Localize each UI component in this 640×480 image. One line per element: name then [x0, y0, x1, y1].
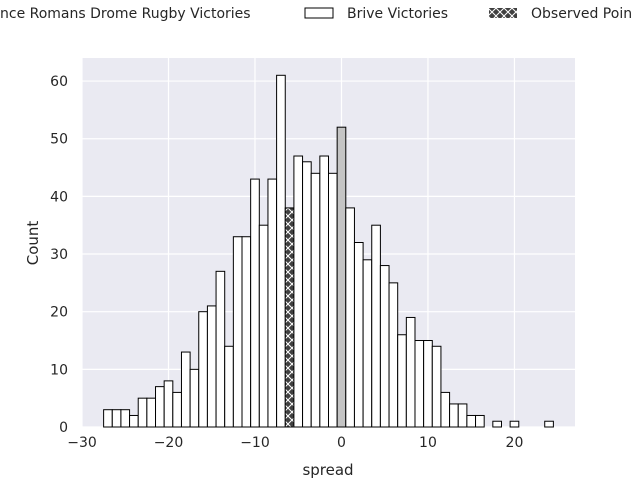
- x-tick-label: 20: [506, 435, 524, 451]
- histogram-bar: [345, 207, 355, 428]
- histogram-bar: [492, 420, 502, 428]
- histogram-bar: [250, 178, 260, 428]
- legend-swatch-brive: [304, 7, 334, 19]
- histogram-bar: [388, 282, 399, 428]
- histogram-bar: [371, 224, 381, 428]
- histogram-bar: [129, 414, 139, 428]
- y-tick-label: 20: [50, 305, 68, 321]
- y-tick-label: 0: [59, 420, 68, 436]
- histogram-bar: [509, 420, 520, 428]
- x-tick-label: 10: [419, 435, 437, 451]
- y-tick-label: 30: [50, 247, 68, 263]
- histogram-bar: [302, 161, 312, 428]
- x-tick-label: −10: [240, 435, 270, 451]
- histogram-bar: [544, 420, 554, 428]
- histogram-bar: [189, 368, 200, 428]
- histogram-bar: [103, 409, 113, 428]
- y-tick-label: 60: [50, 74, 68, 90]
- histogram-bar: [155, 386, 165, 428]
- histogram-bar: [457, 403, 468, 428]
- histogram-bar: [172, 391, 182, 428]
- y-tick-label: 10: [50, 362, 68, 378]
- x-tick-label: −30: [67, 435, 97, 451]
- y-axis-label: Count: [24, 221, 42, 266]
- histogram-bar: [466, 414, 477, 428]
- x-axis-label: spread: [302, 461, 353, 479]
- legend: nce Romans Drome Rugby Victories Brive V…: [0, 6, 632, 22]
- x-tick-label: −20: [154, 435, 184, 451]
- histogram-bar: [276, 74, 286, 428]
- legend-label-brive: Brive Victories: [347, 6, 448, 22]
- histogram-bar: [224, 345, 234, 428]
- histogram-bar: [137, 397, 148, 428]
- legend-label-observed: Observed Poin: [531, 6, 632, 22]
- histogram-bar: [423, 340, 433, 428]
- histogram-bar: [180, 351, 191, 428]
- legend-swatch-observed: [489, 8, 517, 18]
- histogram-bar: [397, 334, 407, 428]
- y-tick-label: 50: [50, 132, 68, 148]
- histogram-bar: [414, 340, 425, 428]
- x-tick-label: 0: [337, 435, 346, 451]
- histogram-bar: [310, 172, 321, 428]
- y-tick-label: 40: [50, 189, 68, 205]
- histogram-bar-observed: [284, 207, 295, 428]
- histogram-bar: [449, 403, 459, 428]
- histogram-bar: [258, 224, 269, 428]
- histogram-bar: [431, 345, 442, 428]
- histogram-bar: [111, 409, 122, 428]
- histogram-bar: [440, 391, 451, 428]
- histogram-bar: [241, 236, 252, 428]
- histogram-bar: [163, 380, 174, 428]
- histogram-bar: [353, 242, 364, 428]
- histogram-bar: [120, 409, 131, 428]
- histogram-bar: [198, 311, 208, 428]
- histogram-bar-gray: [336, 126, 347, 428]
- histogram-bar: [319, 155, 330, 428]
- histogram-bar: [405, 316, 416, 428]
- histogram-bar: [206, 305, 217, 428]
- histogram-bar: [215, 270, 226, 428]
- histogram-bar: [362, 259, 373, 428]
- histogram-bar: [146, 397, 157, 428]
- histogram-bar: [328, 172, 338, 428]
- legend-label-gray: nce Romans Drome Rugby Victories: [0, 6, 251, 22]
- histogram-bar: [293, 155, 304, 428]
- histogram-bar: [379, 265, 390, 428]
- histogram-bar: [267, 178, 278, 428]
- histogram-bar: [475, 414, 485, 428]
- histogram-bar: [232, 236, 243, 428]
